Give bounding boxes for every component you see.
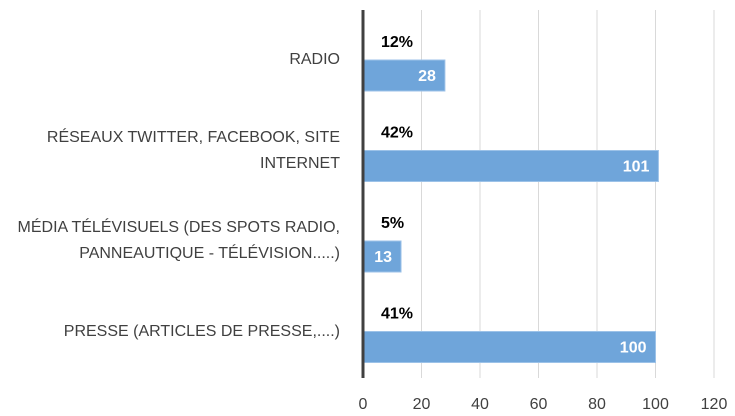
x-tick-label: 100 [642, 396, 669, 413]
value-label: 28 [418, 68, 436, 85]
percent-bar [363, 210, 378, 241]
category-label: RADIO [4, 15, 340, 105]
percent-label: 12% [381, 34, 413, 51]
value-label: 101 [623, 159, 650, 176]
x-tick-label: 80 [588, 396, 606, 413]
x-tick-label: 60 [530, 396, 548, 413]
category-label: MÉDIA TÉLÉVISUELS (DES SPOTS RADIO, PANN… [4, 196, 340, 286]
category-text: RÉSEAUX TWITTER, FACEBOOK, SITE INTERNET [46, 128, 340, 172]
category-text: PRESSE (ARTICLES DE PRESSE,....) [63, 322, 340, 340]
value-label: 13 [374, 249, 392, 266]
category-text: RADIO [289, 51, 340, 68]
x-tick-label: 40 [471, 396, 489, 413]
bar [362, 59, 446, 92]
x-tick-label: 20 [413, 396, 431, 413]
bar [362, 150, 659, 182]
category-text: MÉDIA TÉLÉVISUELS (DES SPOTS RADIO, PANN… [17, 219, 340, 262]
bar [362, 240, 402, 273]
percent-label: 41% [381, 306, 413, 323]
x-tick-label: 0 [359, 396, 368, 413]
category-label: PRESSE (ARTICLES DE PRESSE,....) [4, 287, 340, 377]
x-tick-label: 120 [701, 396, 728, 413]
percent-label: 5% [381, 215, 404, 232]
value-label: 100 [620, 340, 647, 357]
bar [362, 331, 656, 363]
category-label: RÉSEAUX TWITTER, FACEBOOK, SITE INTERNET [4, 106, 340, 196]
percent-label: 42% [381, 125, 413, 142]
